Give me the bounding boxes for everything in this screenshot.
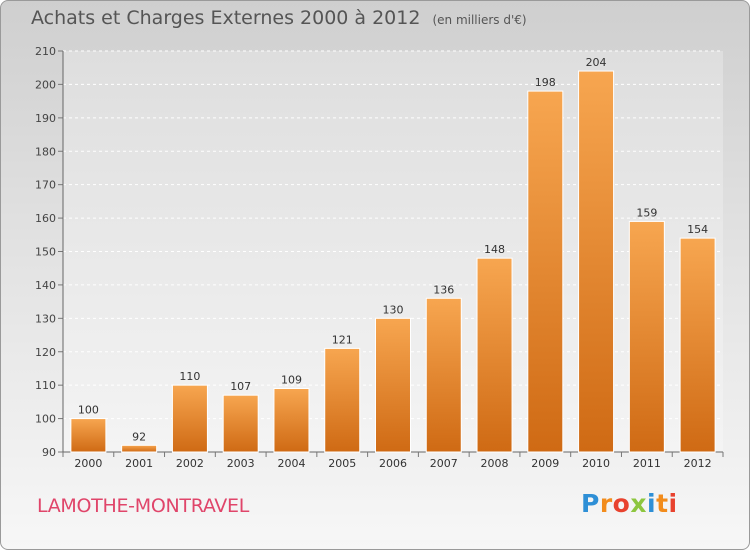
y-tick-label: 200	[35, 78, 56, 91]
x-tick-label: 2000	[74, 457, 102, 470]
logo-letter: r	[599, 489, 613, 518]
bar	[578, 70, 615, 453]
logo-letter: i	[668, 489, 678, 518]
x-tick-label: 2008	[481, 457, 509, 470]
y-tick-label: 180	[35, 145, 56, 158]
y-tick-label: 130	[35, 312, 56, 325]
bar	[324, 347, 361, 453]
data-label: 148	[484, 243, 505, 256]
y-tick-label: 90	[42, 446, 56, 459]
y-tick-label: 120	[35, 346, 56, 359]
bar	[70, 418, 107, 453]
y-tick-label: 170	[35, 179, 56, 192]
commune-name: LAMOTHE-MONTRAVEL	[37, 495, 249, 517]
x-tick-label: 2003	[227, 457, 255, 470]
data-label: 109	[281, 374, 302, 387]
logo-letter: t	[656, 489, 669, 518]
y-tick-label: 110	[35, 379, 56, 392]
bar	[121, 444, 158, 453]
bar	[222, 394, 259, 453]
y-tick-label: 100	[35, 413, 56, 426]
bar	[273, 388, 310, 453]
chart-title-text: Achats et Charges Externes 2000 à 2012	[31, 7, 421, 29]
bar	[375, 317, 411, 453]
chart-subtitle: (en milliers d'€)	[432, 13, 527, 27]
data-label: 130	[383, 303, 404, 316]
y-tick-label: 210	[35, 45, 56, 58]
y-tick-label: 150	[35, 246, 56, 259]
x-tick-label: 2012	[684, 457, 712, 470]
x-tick-label: 2006	[379, 457, 407, 470]
x-tick-label: 2007	[430, 457, 458, 470]
x-tick-label: 2002	[176, 457, 204, 470]
x-tick-label: 2009	[531, 457, 559, 470]
bar	[679, 237, 716, 453]
x-tick-label: 2005	[328, 457, 356, 470]
data-label: 204	[586, 56, 607, 69]
x-tick-label: 2011	[633, 457, 661, 470]
bar	[425, 297, 462, 453]
y-tick-label: 160	[35, 212, 56, 225]
data-label: 100	[78, 404, 99, 417]
logo-letter: i	[647, 489, 657, 518]
chart-title: Achats et Charges Externes 2000 à 2012 (e…	[31, 7, 527, 29]
y-tick-label: 140	[35, 279, 56, 292]
x-tick-label: 2004	[277, 457, 305, 470]
bar	[476, 257, 513, 453]
logo-letter: o	[612, 489, 631, 518]
data-label: 198	[535, 76, 556, 89]
logo-letter: P	[581, 489, 600, 518]
x-tick-label: 2010	[582, 457, 610, 470]
y-tick-label: 190	[35, 112, 56, 125]
data-label: 121	[332, 333, 353, 346]
bar	[527, 90, 564, 453]
data-label: 136	[433, 283, 454, 296]
data-label: 154	[687, 223, 708, 236]
bar	[171, 384, 208, 453]
logo-letter: x	[630, 489, 647, 518]
x-tick-label: 2001	[125, 457, 153, 470]
bar	[628, 220, 665, 453]
data-label: 92	[132, 430, 146, 443]
data-label: 110	[179, 370, 200, 383]
data-label: 159	[636, 206, 657, 219]
proxiti-logo[interactable]: Proxiti	[581, 489, 678, 518]
data-label: 107	[230, 380, 251, 393]
